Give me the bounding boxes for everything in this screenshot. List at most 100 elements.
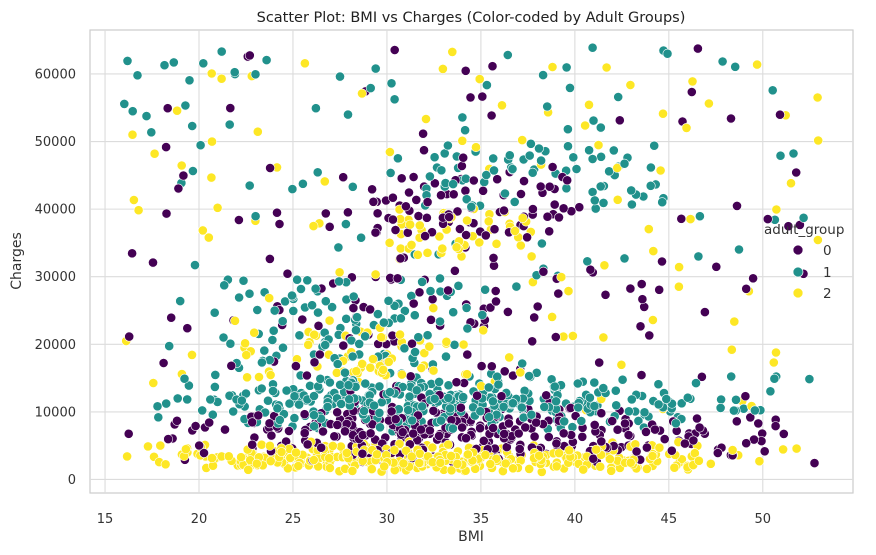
scatter-point-group-2 — [133, 205, 144, 216]
scatter-point-group-2 — [681, 123, 692, 133]
scatter-point-group-1 — [589, 195, 600, 206]
scatter-point-group-2 — [265, 370, 276, 380]
scatter-point-group-2 — [674, 281, 684, 292]
scatter-point-group-0 — [390, 225, 401, 235]
scatter-point-group-2 — [554, 448, 564, 458]
scatter-point-group-0 — [332, 407, 343, 418]
scatter-point-group-0 — [553, 288, 564, 299]
scatter-point-group-1 — [372, 309, 383, 319]
scatter-point-group-0 — [405, 371, 416, 382]
scatter-point-group-0 — [299, 428, 310, 438]
scatter-point-group-1 — [351, 325, 361, 336]
scatter-point-group-1 — [267, 335, 278, 345]
scatter-point-group-0 — [320, 208, 331, 219]
scatter-point-group-0 — [631, 446, 642, 457]
scatter-point-group-1 — [320, 296, 331, 307]
scatter-point-group-1 — [536, 155, 546, 166]
scatter-point-group-1 — [164, 341, 175, 351]
scatter-point-group-2 — [365, 362, 376, 373]
scatter-point-group-1 — [352, 312, 362, 323]
scatter-point-group-1 — [657, 197, 668, 208]
scatter-point-group-1 — [435, 316, 445, 327]
scatter-point-group-1 — [250, 69, 261, 80]
scatter-point-group-2 — [625, 80, 636, 90]
scatter-point-group-2 — [669, 462, 680, 473]
scatter-point-group-2 — [264, 293, 275, 303]
scatter-point-group-1 — [775, 150, 786, 161]
scatter-point-group-1 — [619, 158, 630, 169]
scatter-point-group-0 — [574, 202, 585, 213]
scatter-point-group-2 — [485, 459, 496, 469]
scatter-point-group-0 — [162, 103, 173, 114]
scatter-point-group-1 — [804, 374, 815, 384]
scatter-point-group-1 — [769, 373, 780, 384]
scatter-point-group-2 — [595, 461, 606, 472]
scatter-point-group-0 — [732, 200, 742, 211]
legend-entry: 1 — [792, 265, 832, 281]
x-tick-label: 25 — [285, 512, 302, 527]
scatter-point-group-1 — [259, 345, 270, 356]
scatter-point-group-2 — [240, 338, 250, 349]
scatter-point-group-2 — [236, 452, 246, 463]
legend: adult_group 0 1 2 — [764, 222, 844, 302]
scatter-point-group-0 — [741, 438, 752, 449]
scatter-point-group-2 — [441, 336, 452, 347]
scatter-point-group-1 — [409, 310, 420, 321]
scatter-point-group-0 — [644, 330, 655, 341]
scatter-point-group-1 — [268, 325, 279, 336]
scatter-point-group-1 — [244, 180, 255, 191]
x-tick-label: 35 — [473, 512, 490, 527]
scatter-point-group-1 — [595, 181, 606, 192]
scatter-point-group-0 — [148, 257, 158, 268]
scatter-point-group-1 — [378, 317, 389, 328]
scatter-point-group-0 — [313, 320, 324, 331]
scatter-point-group-1 — [292, 274, 302, 285]
scatter-point-group-2 — [547, 62, 558, 72]
scatter-point-group-1 — [676, 398, 687, 409]
scatter-point-group-1 — [343, 109, 353, 120]
scatter-point-group-2 — [378, 364, 389, 375]
scatter-point-group-0 — [528, 204, 538, 214]
x-axis-label: BMI — [458, 529, 484, 545]
scatter-point-group-2 — [504, 352, 515, 363]
scatter-point-group-1 — [228, 406, 239, 417]
scatter-point-group-1 — [447, 423, 458, 434]
scatter-point-group-0 — [265, 163, 275, 173]
scatter-point-group-1 — [168, 57, 179, 68]
scatter-point-group-0 — [266, 430, 277, 441]
scatter-point-group-2 — [243, 464, 254, 475]
scatter-point-group-2 — [324, 463, 335, 473]
scatter-point-group-2 — [563, 286, 574, 296]
scatter-point-group-1 — [461, 302, 472, 313]
scatter-point-group-1 — [250, 211, 261, 222]
scatter-point-group-2 — [778, 444, 788, 455]
scatter-point-group-1 — [229, 67, 240, 78]
scatter-point-group-2 — [727, 445, 738, 455]
scatter-point-group-1 — [356, 232, 366, 243]
scatter-point-group-2 — [207, 453, 217, 463]
scatter-point-group-1 — [589, 377, 600, 388]
scatter-point-group-0 — [596, 408, 607, 419]
y-tick-labels: 0 10000 20000 30000 40000 50000 60000 — [35, 67, 76, 488]
scatter-point-group-0 — [529, 312, 540, 323]
scatter-point-group-1 — [256, 383, 267, 394]
scatter-point-group-1 — [369, 400, 379, 411]
scatter-point-group-0 — [284, 426, 294, 436]
scatter-point-group-0 — [659, 434, 670, 444]
scatter-point-group-0 — [491, 296, 501, 307]
scatter-point-group-1 — [507, 164, 518, 174]
scatter-point-group-1 — [312, 167, 323, 178]
scatter-point-group-0 — [421, 212, 432, 223]
scatter-point-group-2 — [791, 443, 802, 454]
scatter-point-group-1 — [624, 406, 634, 417]
scatter-point-group-0 — [396, 173, 407, 184]
scatter-point-group-1 — [184, 75, 195, 86]
scatter-point-group-0 — [748, 273, 758, 284]
scatter-point-group-1 — [460, 173, 471, 184]
scatter-point-group-1 — [572, 378, 583, 389]
scatter-point-group-1 — [310, 103, 321, 114]
scatter-point-group-0 — [419, 145, 429, 156]
scatter-point-group-1 — [509, 196, 520, 207]
scatter-point-group-2 — [370, 269, 381, 280]
scatter-point-group-1 — [218, 332, 229, 343]
